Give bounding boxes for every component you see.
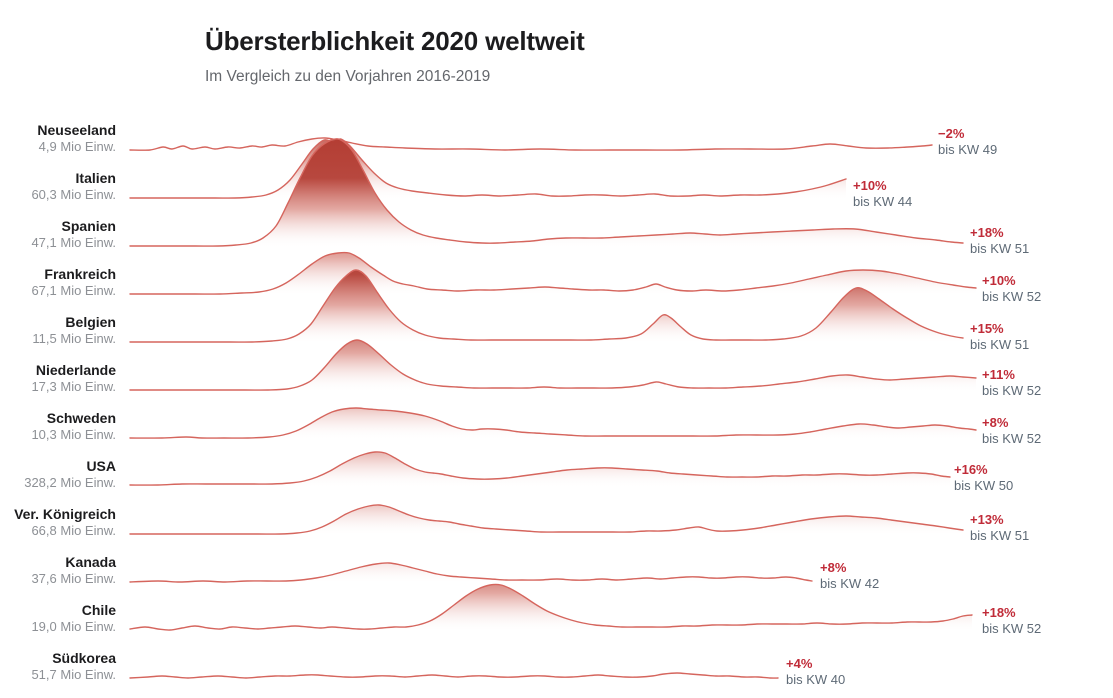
country-name: Frankreich (44, 266, 116, 282)
excess-percentage: +18% (982, 605, 1016, 620)
country-label-niederlande: Niederlande 17,3 Mio Einw. (0, 362, 116, 395)
curve-line-italien (129, 138, 847, 199)
country-label-ver-k-nigreich: Ver. Königreich 66,8 Mio Einw. (0, 506, 116, 539)
curve-area-usa (130, 451, 950, 488)
country-name: Chile (81, 602, 116, 618)
chart-title: Übersterblichkeit 2020 weltweit (205, 26, 585, 56)
until-week-label: bis KW 44 (853, 194, 913, 209)
curve-area-chile (130, 584, 972, 632)
excess-percentage: +11% (982, 367, 1015, 382)
country-name: Neuseeland (37, 122, 116, 138)
curve-area-spanien (130, 138, 963, 248)
until-week-label: bis KW 49 (938, 142, 998, 157)
country-name: Belgien (65, 314, 116, 330)
annotation-usa: +16% bis KW 50 (954, 462, 1013, 494)
curve-line-ver-k-nigreich (129, 504, 964, 535)
country-name: Ver. Königreich (14, 506, 116, 522)
until-week-label: bis KW 52 (982, 383, 1042, 398)
country-name: Niederlande (35, 362, 116, 378)
annotation-neuseeland: −2% bis KW 49 (938, 126, 997, 158)
curve-area-frankreich (130, 252, 976, 296)
curve-line-chile (129, 583, 973, 631)
country-label-belgien: Belgien 11,5 Mio Einw. (0, 314, 116, 347)
country-population: 67,1 Mio Einw. (31, 283, 116, 298)
country-name: Italien (75, 170, 116, 186)
curve-line-frankreich (129, 251, 977, 295)
country-label-neuseeland: Neuseeland 4,9 Mio Einw. (0, 122, 116, 155)
annotation-italien: +10% bis KW 44 (853, 178, 912, 210)
country-name: USA (86, 458, 116, 474)
country-population: 11,5 Mio Einw. (32, 331, 116, 346)
curve-area-neuseeland (130, 137, 932, 152)
annotation-frankreich: +10% bis KW 52 (982, 273, 1041, 305)
until-week-label: bis KW 42 (820, 576, 880, 591)
country-name: Spanien (61, 218, 116, 234)
until-week-label: bis KW 51 (970, 241, 1030, 256)
country-label-italien: Italien 60,3 Mio Einw. (0, 170, 116, 203)
annotation-ver-k-nigreich: +13% bis KW 51 (970, 512, 1029, 544)
country-label-s-dkorea: Südkorea 51,7 Mio Einw. (0, 650, 116, 683)
excess-percentage: +8% (982, 415, 1009, 430)
curve-line-s-dkorea (129, 672, 779, 679)
country-label-schweden: Schweden 10,3 Mio Einw. (0, 410, 116, 443)
country-label-frankreich: Frankreich 67,1 Mio Einw. (0, 266, 116, 299)
excess-percentage: +4% (786, 656, 813, 671)
until-week-label: bis KW 51 (970, 528, 1030, 543)
country-population: 328,2 Mio Einw. (24, 475, 116, 490)
excess-percentage: +18% (970, 225, 1004, 240)
curve-area-niederlande (130, 340, 976, 392)
country-population: 10,3 Mio Einw. (31, 427, 116, 442)
annotation-kanada: +8% bis KW 42 (820, 560, 879, 592)
until-week-label: bis KW 40 (786, 672, 846, 687)
excess-percentage: +16% (954, 462, 988, 477)
annotation-spanien: +18% bis KW 51 (970, 225, 1029, 257)
chart-subtitle: Im Vergleich zu den Vorjahren 2016-2019 (205, 68, 491, 85)
until-week-label: bis KW 52 (982, 289, 1042, 304)
until-week-label: bis KW 51 (970, 337, 1030, 352)
country-name: Schweden (46, 410, 116, 426)
country-population: 19,0 Mio Einw. (31, 619, 116, 634)
country-label-usa: USA 328,2 Mio Einw. (0, 458, 116, 491)
until-week-label: bis KW 50 (954, 478, 1014, 493)
curve-line-neuseeland (129, 137, 933, 151)
country-population: 51,7 Mio Einw. (31, 667, 116, 682)
curve-area-ver-k-nigreich (130, 504, 963, 536)
annotation-niederlande: +11% bis KW 52 (982, 367, 1041, 399)
curve-line-schweden (129, 407, 977, 439)
curve-line-kanada (129, 562, 813, 583)
excess-percentage: +8% (820, 560, 847, 575)
country-population: 17,3 Mio Einw. (31, 379, 116, 394)
curve-line-belgien (129, 269, 964, 343)
country-name: Kanada (65, 554, 116, 570)
country-population: 47,1 Mio Einw. (31, 235, 116, 250)
excess-percentage: +10% (982, 273, 1016, 288)
until-week-label: bis KW 52 (982, 621, 1042, 636)
country-population: 60,3 Mio Einw. (31, 187, 116, 202)
curve-area-kanada (130, 562, 812, 584)
curve-area-schweden (130, 408, 976, 440)
curve-area-belgien (130, 270, 963, 344)
annotation-chile: +18% bis KW 52 (982, 605, 1041, 637)
country-label-kanada: Kanada 37,6 Mio Einw. (0, 554, 116, 587)
excess-percentage: +13% (970, 512, 1004, 527)
country-name: Südkorea (52, 650, 116, 666)
annotation-schweden: +8% bis KW 52 (982, 415, 1041, 447)
country-population: 4,9 Mio Einw. (38, 139, 116, 154)
excess-percentage: −2% (938, 126, 965, 141)
until-week-label: bis KW 52 (982, 431, 1042, 446)
country-label-chile: Chile 19,0 Mio Einw. (0, 602, 116, 635)
excess-percentage: +15% (970, 321, 1004, 336)
curve-line-usa (129, 451, 951, 486)
annotation-belgien: +15% bis KW 51 (970, 321, 1029, 353)
curve-line-niederlande (129, 339, 977, 391)
annotation-s-dkorea: +4% bis KW 40 (786, 656, 845, 688)
excess-percentage: +10% (853, 178, 887, 193)
country-population: 66,8 Mio Einw. (31, 523, 116, 538)
curve-line-spanien (129, 138, 964, 247)
country-label-spanien: Spanien 47,1 Mio Einw. (0, 218, 116, 251)
country-population: 37,6 Mio Einw. (31, 571, 116, 586)
curve-area-s-dkorea (130, 673, 778, 680)
